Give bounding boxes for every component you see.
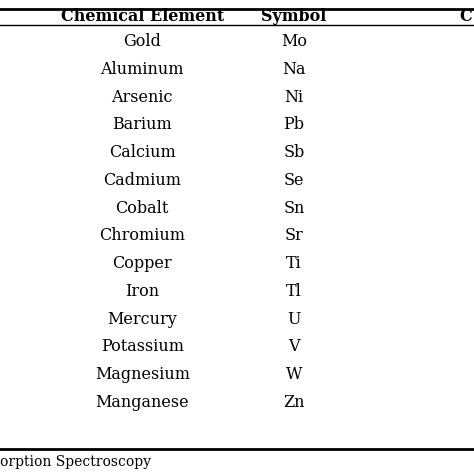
Text: Ti: Ti (286, 255, 302, 272)
Text: Aluminum: Aluminum (100, 61, 184, 78)
Text: Gold: Gold (123, 33, 161, 50)
Text: W: W (286, 366, 302, 383)
Text: Barium: Barium (112, 117, 172, 133)
Text: Iron: Iron (125, 283, 159, 300)
Text: Na: Na (282, 61, 306, 78)
Text: Chromium: Chromium (99, 228, 185, 244)
Text: Arsenic: Arsenic (111, 89, 173, 106)
Text: Symbol: Symbol (261, 8, 327, 25)
Text: Sr: Sr (284, 228, 303, 244)
Text: Zn: Zn (283, 394, 305, 410)
Text: Magnesium: Magnesium (95, 366, 190, 383)
Text: Tl: Tl (286, 283, 302, 300)
Text: V: V (288, 338, 300, 355)
Text: Copper: Copper (112, 255, 172, 272)
Text: Cadmium: Cadmium (103, 172, 181, 189)
Text: Sn: Sn (283, 200, 305, 217)
Text: Potassium: Potassium (100, 338, 184, 355)
Text: Sb: Sb (283, 144, 304, 161)
Text: orption Spectroscopy: orption Spectroscopy (0, 455, 151, 469)
Text: U: U (287, 310, 301, 328)
Text: Se: Se (283, 172, 304, 189)
Text: Mercury: Mercury (107, 310, 177, 328)
Text: Mo: Mo (281, 33, 307, 50)
Text: Pb: Pb (283, 117, 304, 133)
Text: Ni: Ni (284, 89, 303, 106)
Text: C: C (460, 8, 473, 25)
Text: Manganese: Manganese (95, 394, 189, 410)
Text: Calcium: Calcium (109, 144, 175, 161)
Text: Chemical Element: Chemical Element (61, 8, 224, 25)
Text: Cobalt: Cobalt (116, 200, 169, 217)
